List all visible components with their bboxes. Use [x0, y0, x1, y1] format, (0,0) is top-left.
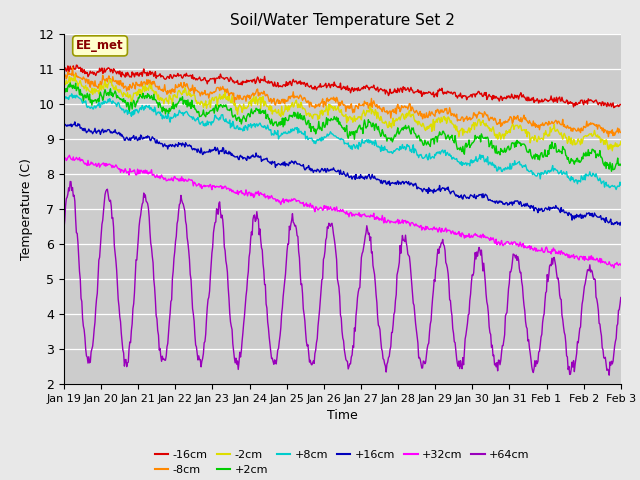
-16cm [60, 68, 68, 74]
-16cm [214, 75, 222, 81]
-2cm [128, 97, 136, 103]
+2cm [71, 85, 79, 91]
+32cm [65, 152, 73, 158]
-16cm [70, 66, 78, 72]
-2cm [411, 119, 419, 124]
+64cm [71, 198, 79, 204]
+32cm [214, 184, 222, 190]
+8cm [128, 109, 136, 115]
+2cm [617, 161, 625, 167]
Line: +16cm: +16cm [64, 122, 621, 225]
+2cm [214, 106, 222, 112]
Line: +2cm: +2cm [64, 83, 621, 171]
+16cm [185, 143, 193, 148]
+8cm [71, 93, 79, 98]
+32cm [128, 168, 136, 174]
Line: -2cm: -2cm [64, 75, 621, 151]
-8cm [71, 77, 79, 83]
+32cm [60, 157, 68, 163]
-2cm [185, 88, 193, 94]
+16cm [71, 119, 79, 125]
-8cm [214, 84, 222, 90]
Line: -16cm: -16cm [64, 65, 621, 108]
Line: -8cm: -8cm [64, 67, 621, 137]
+2cm [128, 106, 136, 112]
+8cm [214, 116, 222, 122]
Legend: -16cm, -8cm, -2cm, +2cm, +8cm, +16cm, +32cm, +64cm: -16cm, -8cm, -2cm, +2cm, +8cm, +16cm, +3… [150, 445, 534, 479]
Line: +64cm: +64cm [64, 181, 621, 375]
+64cm [214, 211, 222, 217]
-8cm [428, 110, 435, 116]
-16cm [428, 91, 435, 96]
+32cm [617, 262, 625, 268]
Line: +32cm: +32cm [64, 155, 621, 268]
+64cm [605, 372, 613, 378]
+64cm [617, 295, 625, 300]
+8cm [612, 187, 620, 192]
+16cm [70, 122, 78, 128]
+64cm [67, 179, 74, 184]
+64cm [60, 226, 68, 231]
+2cm [60, 92, 68, 97]
-2cm [428, 121, 435, 127]
+32cm [411, 223, 419, 229]
+32cm [610, 265, 618, 271]
Text: EE_met: EE_met [76, 39, 124, 52]
-8cm [60, 72, 68, 78]
+2cm [428, 136, 435, 142]
-16cm [185, 73, 193, 79]
+2cm [411, 131, 419, 136]
Title: Soil/Water Temperature Set 2: Soil/Water Temperature Set 2 [230, 13, 455, 28]
+2cm [607, 168, 615, 174]
+8cm [68, 91, 76, 96]
+16cm [617, 219, 625, 225]
Line: +8cm: +8cm [64, 94, 621, 190]
Y-axis label: Temperature (C): Temperature (C) [20, 158, 33, 260]
+64cm [185, 248, 193, 253]
+32cm [185, 176, 193, 182]
-16cm [128, 69, 136, 75]
-8cm [605, 134, 612, 140]
-8cm [411, 110, 419, 116]
+8cm [185, 112, 193, 118]
+64cm [411, 312, 419, 317]
-8cm [128, 84, 136, 90]
+8cm [411, 146, 419, 152]
-16cm [610, 105, 618, 110]
-2cm [214, 96, 222, 102]
-2cm [71, 72, 79, 78]
+16cm [60, 123, 68, 129]
+32cm [428, 226, 435, 231]
+16cm [128, 135, 136, 141]
+16cm [214, 147, 222, 153]
+64cm [128, 321, 136, 327]
+8cm [617, 182, 625, 188]
+2cm [185, 103, 193, 109]
-16cm [411, 89, 419, 95]
X-axis label: Time: Time [327, 409, 358, 422]
+16cm [411, 182, 419, 188]
-2cm [617, 139, 625, 144]
+8cm [60, 94, 68, 99]
-8cm [68, 64, 76, 70]
-2cm [70, 78, 78, 84]
-8cm [185, 86, 193, 92]
+64cm [428, 318, 435, 324]
-8cm [617, 130, 625, 135]
+2cm [67, 80, 74, 86]
+16cm [428, 188, 435, 194]
+8cm [428, 155, 435, 161]
+32cm [71, 157, 79, 163]
-16cm [617, 102, 625, 108]
-2cm [609, 148, 616, 154]
-16cm [72, 62, 80, 68]
-2cm [60, 85, 68, 91]
+16cm [616, 222, 624, 228]
